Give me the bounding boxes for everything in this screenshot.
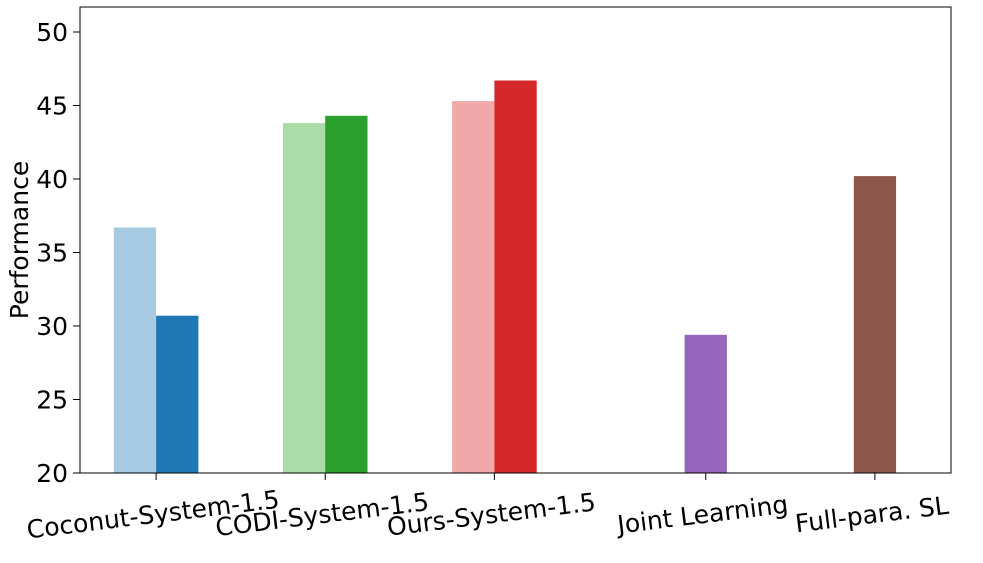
bar-1-5 <box>325 115 368 474</box>
bar-2-8 <box>452 101 495 473</box>
bar-2-9 <box>494 80 537 473</box>
bars <box>113 80 897 474</box>
bar-4-17.5 <box>853 176 897 473</box>
y-tick-label: 20 <box>36 459 68 488</box>
y-tick-label: 45 <box>36 91 68 120</box>
y-axis: 20 25 30 35 40 45 50 <box>36 18 80 488</box>
bar-1-4 <box>283 123 326 473</box>
bar-0-0 <box>113 227 157 473</box>
x-category-label: Full-para. SL <box>794 491 951 539</box>
y-tick-label: 25 <box>36 385 68 414</box>
bar-0-1 <box>156 315 199 473</box>
y-tick-label: 30 <box>36 312 68 341</box>
y-tick-label: 50 <box>36 18 68 47</box>
y-tick-label: 35 <box>36 238 68 267</box>
x-category-label: Joint Learning <box>614 490 790 540</box>
x-axis: Coconut-System-1.5CODI-System-1.5Ours-Sy… <box>25 473 950 544</box>
plot-frame <box>79 6 952 474</box>
y-axis-title: Performance <box>5 161 34 319</box>
bar-3-13.5 <box>684 334 727 473</box>
y-tick-label: 40 <box>36 165 68 194</box>
